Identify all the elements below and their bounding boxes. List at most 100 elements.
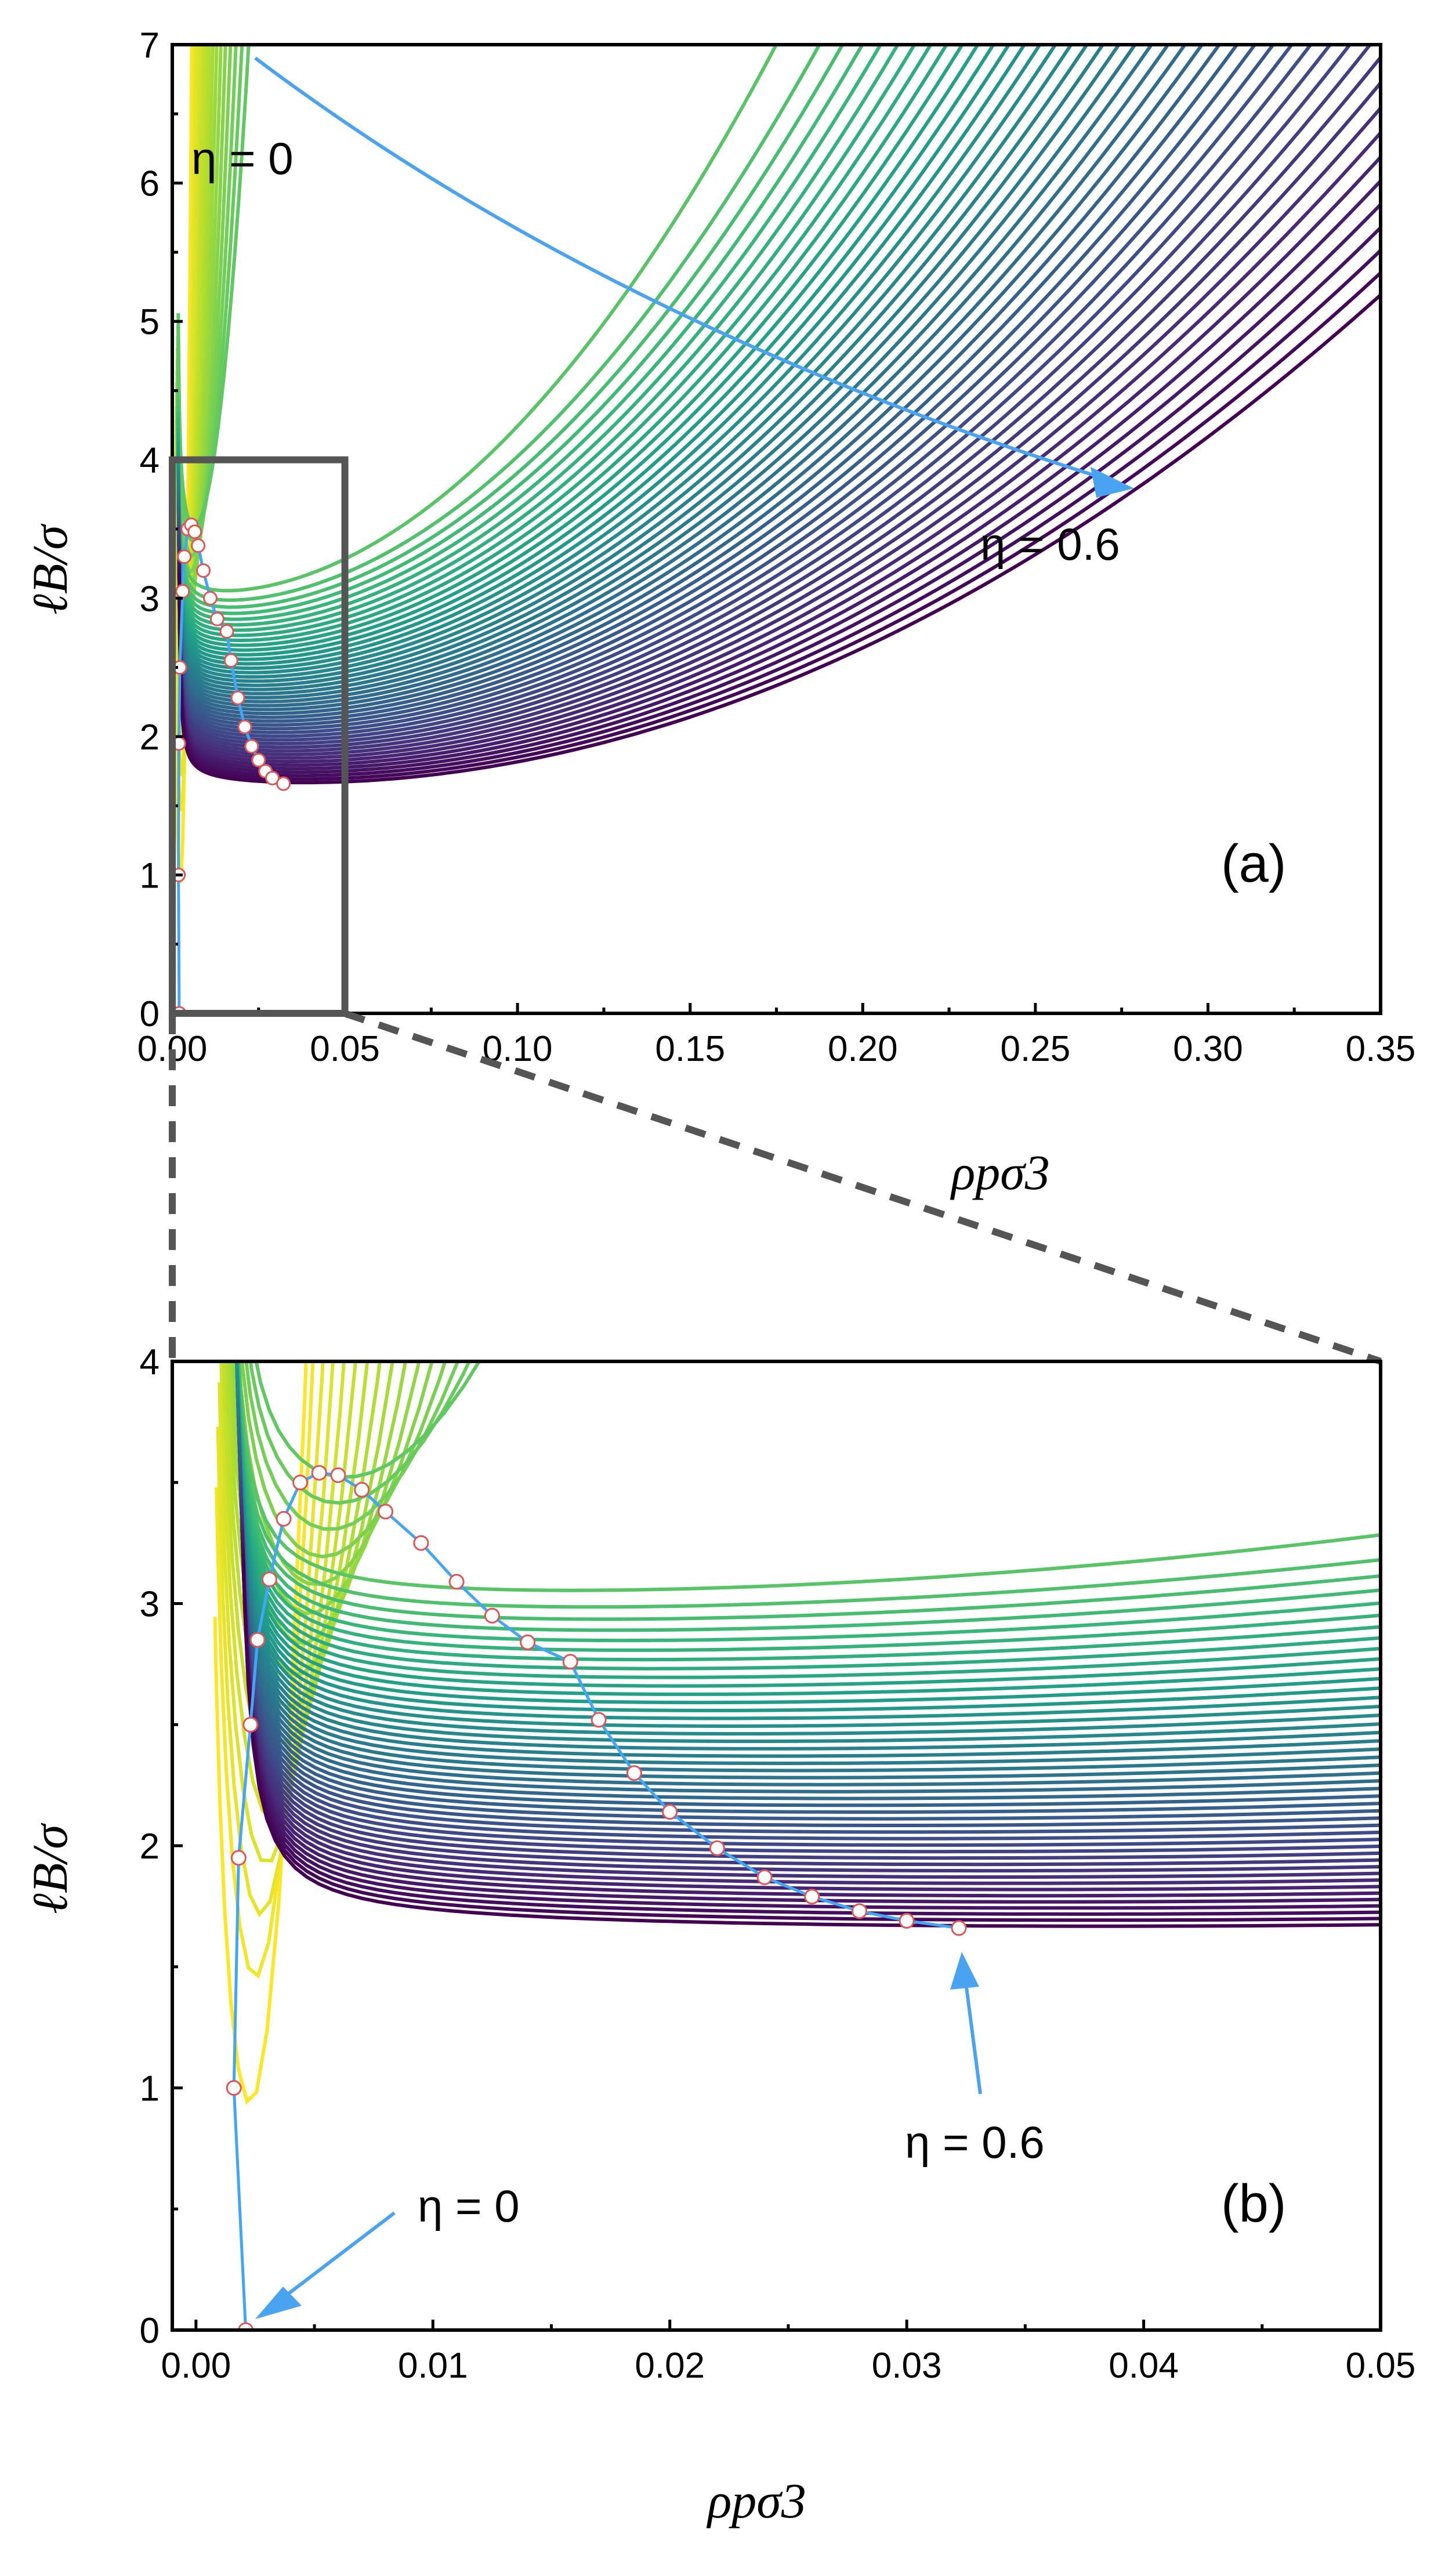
- coexistence-curve: [176, 45, 1222, 715]
- coexistence-curve: [235, 1361, 1381, 1688]
- coexistence-curve: [241, 1553, 1381, 1922]
- coexistence-curve: [237, 1443, 1381, 1807]
- coexistence-curve: [236, 1382, 1381, 1743]
- coexistence-curve: [236, 1410, 1381, 1773]
- critical-point-marker: [591, 1712, 607, 1728]
- coexistence-curve: [235, 1361, 1381, 1662]
- critical-point-marker: [662, 1804, 678, 1820]
- coexistence-curve: [238, 1468, 1381, 1834]
- critical-point-line: [232, 1471, 959, 2330]
- x-tick-label: 0.25: [1001, 1029, 1071, 1069]
- x-tick-label: 0.00: [161, 2346, 231, 2386]
- coexistence-curve: [176, 45, 1042, 671]
- coexistence-curve: [222, 1361, 358, 1781]
- coexistence-curve: [235, 1375, 1381, 1736]
- coexistence-curve: [176, 45, 995, 657]
- coexistence-curve: [240, 1524, 1381, 1892]
- critical-point-marker: [484, 1607, 500, 1624]
- coexistence-curve: [239, 1487, 1381, 1854]
- coexistence-curve: [176, 45, 1057, 675]
- panel-a-curves: [173, 45, 1381, 883]
- coexistence-curve: [234, 1361, 421, 1615]
- y-tick-label: 5: [140, 302, 160, 342]
- coexistence-curve: [177, 45, 1332, 738]
- critical-point-marker: [262, 1571, 277, 1588]
- x-tick-label: 0.03: [872, 2346, 942, 2386]
- coexistence-curve: [235, 1361, 1381, 1696]
- coexistence-curve: [240, 1517, 1381, 1885]
- critical-point-marker: [237, 719, 252, 734]
- coexistence-curve: [177, 45, 1352, 742]
- coexistence-curve: [176, 45, 900, 627]
- panel-b-ticks: 0.00 0.01 0.02 0.03 0.04 0.05 0 1 2 3 4: [140, 1342, 1416, 2386]
- critical-point-marker: [223, 653, 238, 668]
- coexistence-curve: [219, 1361, 346, 1823]
- annotation-eta-06-a: η = 0.6: [980, 519, 1120, 570]
- y-tick-label: 3: [140, 579, 160, 619]
- coexistence-curve: [237, 1430, 1381, 1794]
- coexistence-curve: [176, 45, 822, 602]
- x-tick-label: 0.02: [635, 2346, 705, 2386]
- x-tick-label: 0.30: [1173, 1029, 1243, 1069]
- coexistence-curve: [177, 292, 1381, 785]
- coexistence-curve: [176, 45, 949, 642]
- x-tick-label: 0.05: [310, 1029, 380, 1069]
- coexistence-curve: [236, 1361, 1381, 1621]
- coexistence-curve: [176, 45, 1204, 712]
- critical-point-marker: [219, 624, 234, 639]
- coexistence-curve: [177, 105, 1381, 756]
- annotation-eta-0-b: η = 0: [418, 2180, 520, 2231]
- y-tick-label: 0: [140, 994, 160, 1034]
- critical-point-marker: [242, 1716, 259, 1733]
- critical-point-marker: [276, 776, 291, 791]
- coexistence-curve: [177, 45, 1257, 723]
- coexistence-curve: [176, 45, 883, 621]
- critical-point-marker: [709, 1840, 725, 1856]
- coexistence-curve: [177, 80, 1381, 753]
- coexistence-curve: [235, 1361, 1381, 1712]
- zoom-connector-right: [343, 1010, 1382, 1365]
- coexistence-curve: [240, 1361, 447, 1559]
- coexistence-curve: [177, 248, 1381, 778]
- coexistence-curve: [173, 45, 200, 748]
- coexistence-curve: [176, 45, 917, 632]
- coexistence-curve: [236, 1361, 1381, 1632]
- eta-direction-arrowhead: [1091, 467, 1134, 498]
- y-tick-label: 4: [140, 1342, 160, 1382]
- coexistence-curve: [239, 1493, 1381, 1860]
- critical-point-marker: [191, 538, 206, 553]
- critical-point-marker: [209, 611, 224, 626]
- critical-point-marker: [292, 1474, 309, 1491]
- y-tick-label: 7: [140, 26, 160, 66]
- zoom-region-box: [169, 456, 349, 1017]
- coexistence-curve: [176, 45, 965, 647]
- critical-point-marker: [251, 752, 266, 767]
- coexistence-curve: [177, 178, 1381, 767]
- coexistence-curve: [237, 1361, 434, 1586]
- critical-point-marker: [244, 739, 259, 754]
- coexistence-curve: [176, 45, 845, 609]
- y-tick-label: 1: [140, 2069, 160, 2109]
- critical-point-marker: [175, 584, 190, 599]
- coexistence-curve: [176, 45, 1240, 719]
- coexistence-curve: [177, 45, 1294, 731]
- coexistence-curve: [240, 1505, 1381, 1873]
- critical-point-marker: [804, 1889, 820, 1905]
- coexistence-curve: [236, 1361, 1381, 1609]
- y-tick-label: 2: [140, 718, 160, 758]
- coexistence-curve: [236, 1403, 1381, 1766]
- coexistence-curve: [241, 1548, 1381, 1916]
- panel-b: 0.00 0.01 0.02 0.03 0.04 0.05 0 1 2 3 4 (b) ρpσ3 ℓ…: [22, 1342, 1416, 2528]
- coexistence-curve: [235, 1361, 1381, 1679]
- x-tick-label: 0.04: [1109, 2346, 1179, 2386]
- panel-a-xlabel: ρpσ3: [950, 1144, 1050, 1200]
- annotation-eta-0-a: η = 0: [191, 133, 294, 184]
- coexistence-curve: [241, 1559, 1381, 1928]
- coexistence-curve: [176, 45, 244, 543]
- critical-point-marker: [177, 549, 192, 564]
- panel-b-ylabel: ℓB/σ: [22, 1823, 78, 1914]
- coexistence-curve: [235, 1361, 1381, 1652]
- critical-point-line: [177, 522, 284, 1013]
